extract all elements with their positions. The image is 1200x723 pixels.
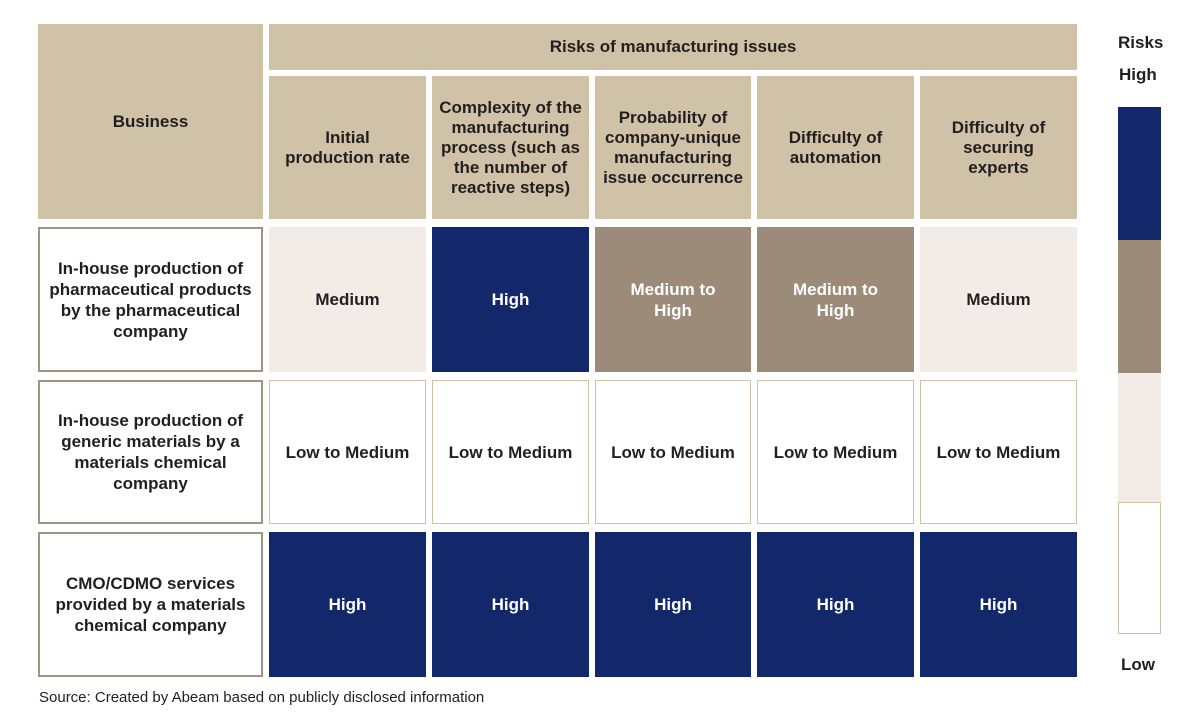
legend-swatch-medium-to-high	[1118, 240, 1161, 373]
legend-low-label: Low	[1121, 655, 1155, 674]
business-header: Business	[38, 24, 263, 219]
business-header-label: Business	[112, 111, 189, 131]
legend-swatch-medium	[1118, 373, 1161, 502]
cell-r1-c3: Medium to High	[595, 227, 751, 372]
source-note: Source: Created by Abeam based on public…	[39, 689, 485, 706]
column-header-automation: Difficulty of automation	[757, 76, 914, 219]
cell-r2-c5: Low to Medium	[920, 380, 1077, 524]
row-label-generic-materials: In-house production of generic materials…	[38, 380, 263, 524]
cell-r2-c3: Low to Medium	[595, 380, 751, 524]
legend-title: Risks	[1118, 33, 1164, 52]
column-header-initial-production-rate: Initial production rate	[269, 76, 426, 219]
row-label-pharmaceutical: In-house production of pharmaceutical pr…	[38, 227, 263, 372]
cell-r3-c1: High	[269, 532, 426, 677]
legend-swatch-low-to-medium	[1118, 502, 1161, 634]
cell-r3-c4: High	[757, 532, 914, 677]
column-header-complexity: Complexity of the manufacturing process …	[432, 76, 589, 219]
legend-high-label: High	[1119, 65, 1157, 84]
cell-r2-c1: Low to Medium	[269, 380, 426, 524]
risks-header: Risks of manufacturing issues	[269, 24, 1077, 70]
cell-r1-c1: Medium	[269, 227, 426, 372]
column-header-experts: Difficulty of securing experts	[920, 76, 1077, 219]
legend-swatch-high	[1118, 107, 1161, 240]
row-label-cmo-cdmo: CMO/CDMO services provided by a material…	[38, 532, 263, 677]
cell-r2-c2: Low to Medium	[432, 380, 589, 524]
cell-r1-c4: Medium to High	[757, 227, 914, 372]
cell-r3-c5: High	[920, 532, 1077, 677]
column-header-probability: Probability of company-unique manufactur…	[595, 76, 751, 219]
cell-r1-c5: Medium	[920, 227, 1077, 372]
cell-r3-c3: High	[595, 532, 751, 677]
cell-r3-c2: High	[432, 532, 589, 677]
risks-header-label: Risks of manufacturing issues	[549, 37, 797, 56]
cell-r1-c2: High	[432, 227, 589, 372]
cell-r2-c4: Low to Medium	[757, 380, 914, 524]
